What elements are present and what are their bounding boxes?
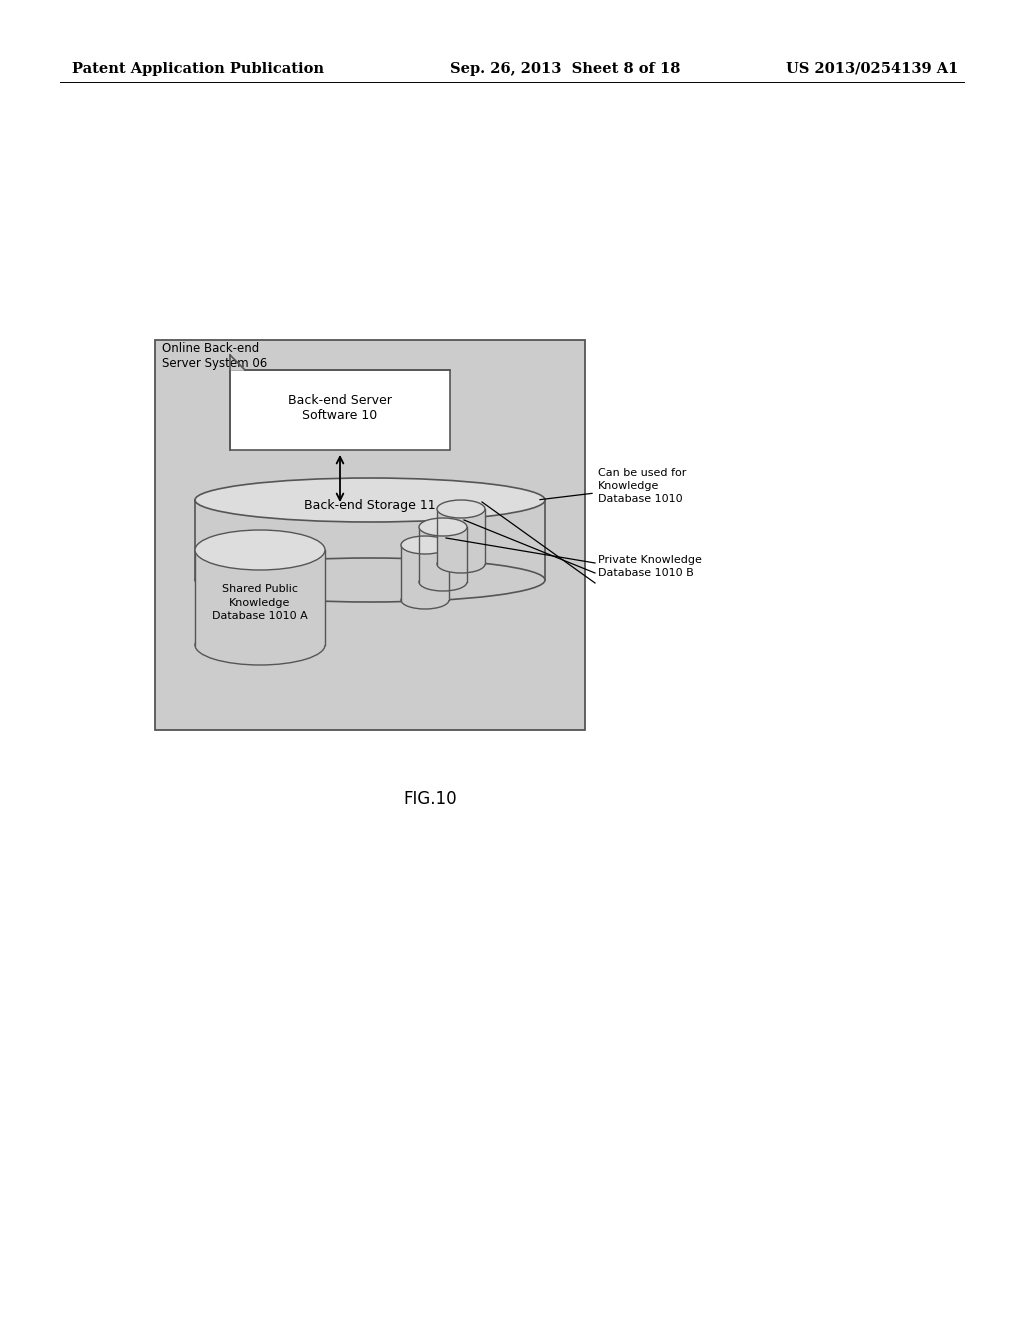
Ellipse shape (419, 517, 467, 536)
Ellipse shape (401, 591, 449, 609)
Ellipse shape (195, 558, 545, 602)
Text: Private Knowledge
Database 1010 B: Private Knowledge Database 1010 B (598, 554, 701, 578)
Bar (401, 545, 449, 601)
Text: Patent Application Publication: Patent Application Publication (72, 62, 324, 77)
Ellipse shape (401, 536, 449, 554)
Ellipse shape (419, 573, 467, 591)
Bar (195, 550, 325, 645)
Text: Back-end Server
Software 10: Back-end Server Software 10 (288, 393, 392, 422)
Ellipse shape (437, 500, 485, 517)
Text: US 2013/0254139 A1: US 2013/0254139 A1 (785, 62, 958, 77)
Text: Online Back-end
Server System 06: Online Back-end Server System 06 (162, 342, 267, 370)
Ellipse shape (437, 554, 485, 573)
Bar (419, 527, 467, 582)
Bar (437, 510, 485, 564)
Text: Sep. 26, 2013  Sheet 8 of 18: Sep. 26, 2013 Sheet 8 of 18 (450, 62, 680, 77)
Polygon shape (230, 355, 245, 370)
Bar (230, 370, 450, 450)
Ellipse shape (195, 531, 325, 570)
Text: Shared Public
Knowledge
Database 1010 A: Shared Public Knowledge Database 1010 A (212, 585, 308, 620)
Text: Can be used for
Knowledge
Database 1010: Can be used for Knowledge Database 1010 (598, 469, 686, 504)
Bar (195, 500, 545, 579)
Ellipse shape (195, 478, 545, 521)
Ellipse shape (195, 624, 325, 665)
Text: Back-end Storage 11: Back-end Storage 11 (304, 499, 436, 511)
Bar (155, 341, 585, 730)
Text: FIG.10: FIG.10 (403, 789, 457, 808)
